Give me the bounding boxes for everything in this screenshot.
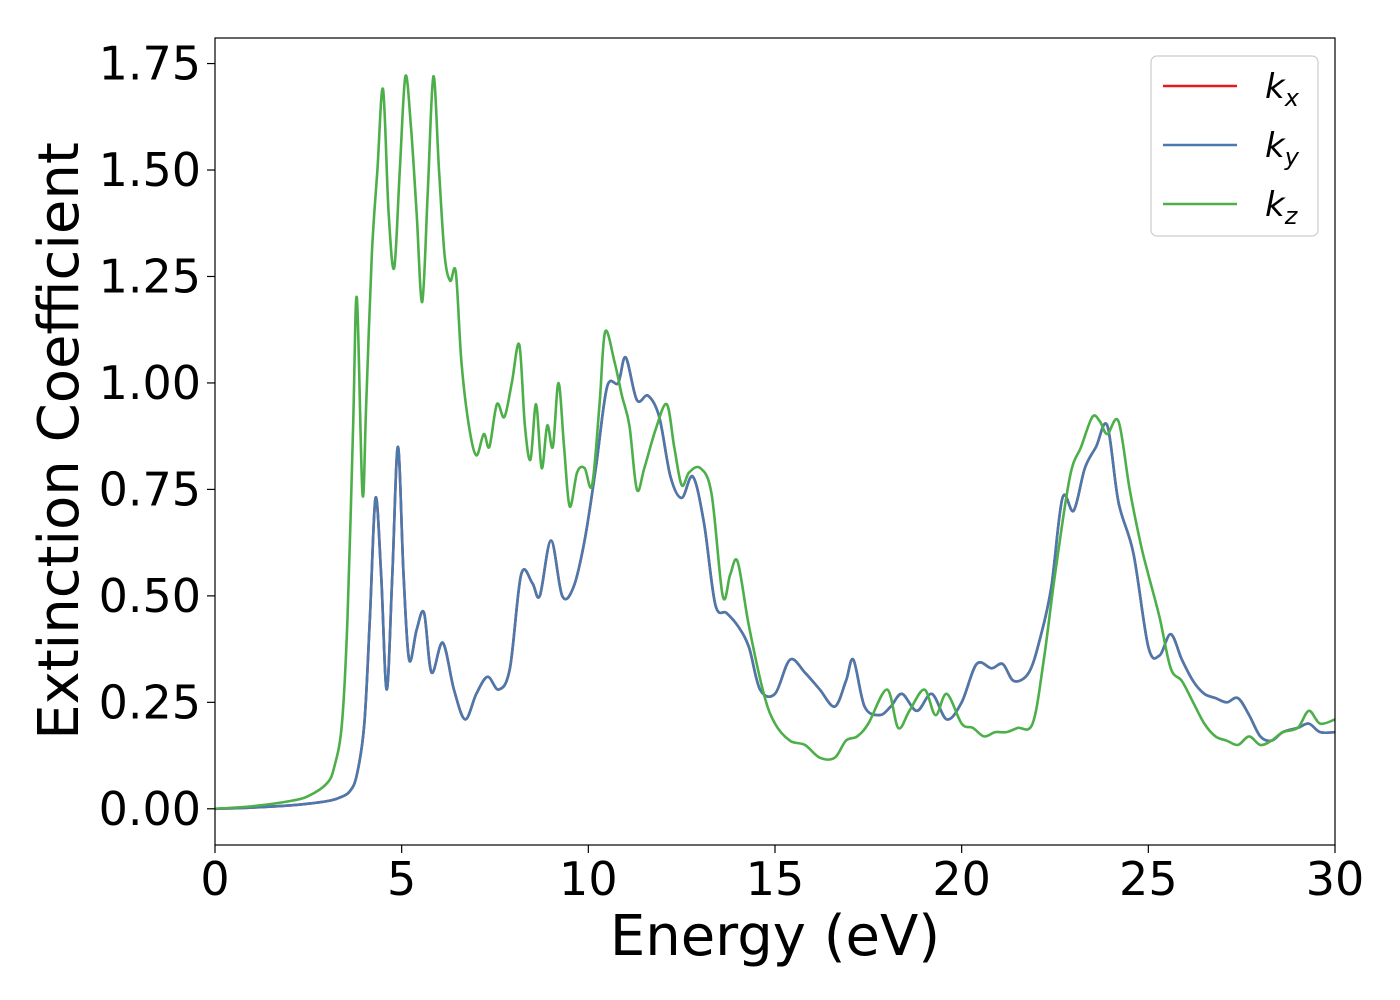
legend-label-subscript: z: [1284, 202, 1299, 230]
x-tick-label: 30: [1306, 852, 1365, 906]
y-tick-label: 1.25: [99, 249, 201, 303]
legend-label: ky: [1265, 126, 1300, 171]
legend-label: kz: [1265, 185, 1299, 230]
x-tick-label: 0: [200, 852, 229, 906]
x-axis-label: Energy (eV): [610, 904, 940, 969]
y-tick-label: 0.75: [99, 462, 201, 516]
legend-label-main: k: [1265, 126, 1286, 166]
y-axis-label: Extinction Coefficient: [27, 142, 92, 740]
legend-label: kx: [1265, 67, 1300, 112]
y-tick-label: 1.50: [99, 143, 201, 197]
x-tick-label: 10: [559, 852, 618, 906]
legend-label-main: k: [1265, 67, 1286, 107]
y-tick-label: 0.25: [99, 675, 201, 729]
y-tick-label: 1.75: [99, 37, 201, 91]
y-tick-label: 0.00: [99, 782, 201, 836]
series-line-kz: [214, 74, 1336, 811]
series-line-ky: [214, 356, 1336, 811]
x-tick-label: 5: [387, 852, 416, 906]
x-tick-label: 15: [746, 852, 805, 906]
legend-label-subscript: x: [1284, 84, 1300, 112]
plot-background: [215, 38, 1335, 845]
y-tick-label: 0.50: [99, 569, 201, 623]
series-layer: [214, 74, 1336, 811]
x-axis-ticks: 0 5 10 15 20 25 30: [200, 845, 1364, 906]
y-tick-label: 1.00: [99, 356, 201, 410]
y-axis-ticks: 0.00 0.25 0.50 0.75 1.00 1.25 1.50 1.75: [99, 37, 215, 836]
legend-label-main: k: [1265, 185, 1286, 225]
legend-label-subscript: y: [1284, 143, 1300, 171]
x-tick-label: 20: [932, 852, 991, 906]
x-tick-label: 25: [1119, 852, 1178, 906]
